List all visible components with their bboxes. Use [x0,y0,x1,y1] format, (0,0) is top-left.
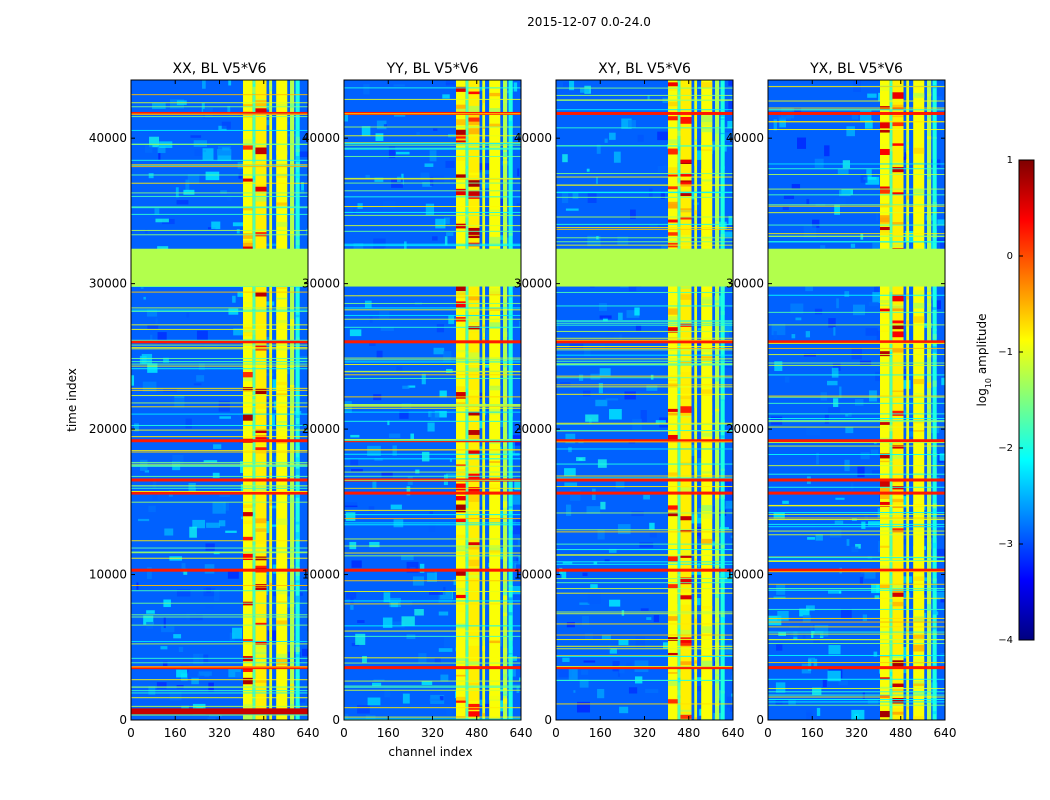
heatmap-image [131,80,308,720]
figure-suptitle: 2015-12-07 0.0-24.0 [527,15,651,29]
heatmap-image [768,80,945,720]
x-tick-label: 160 [801,726,824,740]
heatmap-image [556,80,733,720]
y-tick-label: 20000 [302,422,340,436]
colorbar-tick-label: −1 [998,347,1013,358]
x-tick-label: 480 [677,726,700,740]
y-tick-label: 20000 [726,422,764,436]
y-tick-label: 30000 [726,277,764,291]
colorbar-tick-label: −3 [998,539,1013,550]
panel-title: XY, BL V5*V6 [598,61,691,77]
panel-title: YY, BL V5*V6 [386,61,479,77]
panels: XX, BL V5*V6 0 160 320 480 640 0 10000 20000 3000… [65,61,957,759]
y-tick-label: 40000 [302,131,340,145]
x-tick-label: 320 [633,726,656,740]
panel-2: XY, BL V5*V6 0 160 320 480 640 0 10000 20000 3000… [514,61,745,740]
y-tick-label: 0 [332,713,340,727]
y-tick-label: 10000 [302,568,340,582]
panel-1: YY, BL V5*V6 0 160 320 480 640 0 10000 20000 3000… [302,61,533,759]
y-tick-label: 30000 [302,277,340,291]
y-tick-label: 40000 [514,131,552,145]
y-tick-label: 40000 [89,131,127,145]
x-tick-label: 160 [377,726,400,740]
x-tick-label: 640 [297,726,320,740]
colorbar: 1 0 −1 −2 −3 −4 log10 amplitude [975,155,1035,646]
heatmap-image [344,80,521,720]
x-tick-label: 480 [465,726,488,740]
x-tick-label: 640 [934,726,957,740]
y-axis-label: time index [65,368,79,432]
y-tick-label: 40000 [726,131,764,145]
y-tick-label: 0 [544,713,552,727]
x-tick-label: 0 [552,726,560,740]
x-tick-label: 0 [127,726,135,740]
y-tick-label: 20000 [89,422,127,436]
x-tick-label: 320 [845,726,868,740]
x-tick-label: 0 [340,726,348,740]
colorbar-label: log10 amplitude [975,314,993,407]
y-tick-label: 0 [119,713,127,727]
x-tick-label: 320 [208,726,231,740]
colorbar-gradient [1018,159,1035,641]
y-tick-label: 30000 [89,277,127,291]
panel-0: XX, BL V5*V6 0 160 320 480 640 0 10000 20000 3000… [65,61,320,740]
x-tick-label: 480 [252,726,275,740]
y-tick-label: 30000 [514,277,552,291]
y-tick-label: 20000 [514,422,552,436]
y-tick-label: 10000 [89,568,127,582]
panel-title: YX, BL V5*V6 [809,61,903,77]
x-tick-label: 0 [764,726,772,740]
y-tick-label: 0 [756,713,764,727]
colorbar-tick-label: −2 [998,443,1013,454]
x-tick-label: 320 [421,726,444,740]
panel-title: XX, BL V5*V6 [173,61,267,77]
y-tick-label: 10000 [514,568,552,582]
x-tick-label: 640 [510,726,533,740]
colorbar-tick-label: 0 [1007,251,1013,262]
y-tick-label: 10000 [726,568,764,582]
x-axis-label: channel index [388,745,472,759]
x-tick-label: 160 [589,726,612,740]
panel-3: YX, BL V5*V6 0 160 320 480 640 0 10000 20000 3000… [726,61,957,740]
colorbar-tick-label: 1 [1007,155,1013,166]
x-tick-label: 640 [722,726,745,740]
x-tick-label: 160 [164,726,187,740]
x-tick-label: 480 [889,726,912,740]
colorbar-tick-label: −4 [998,635,1013,646]
